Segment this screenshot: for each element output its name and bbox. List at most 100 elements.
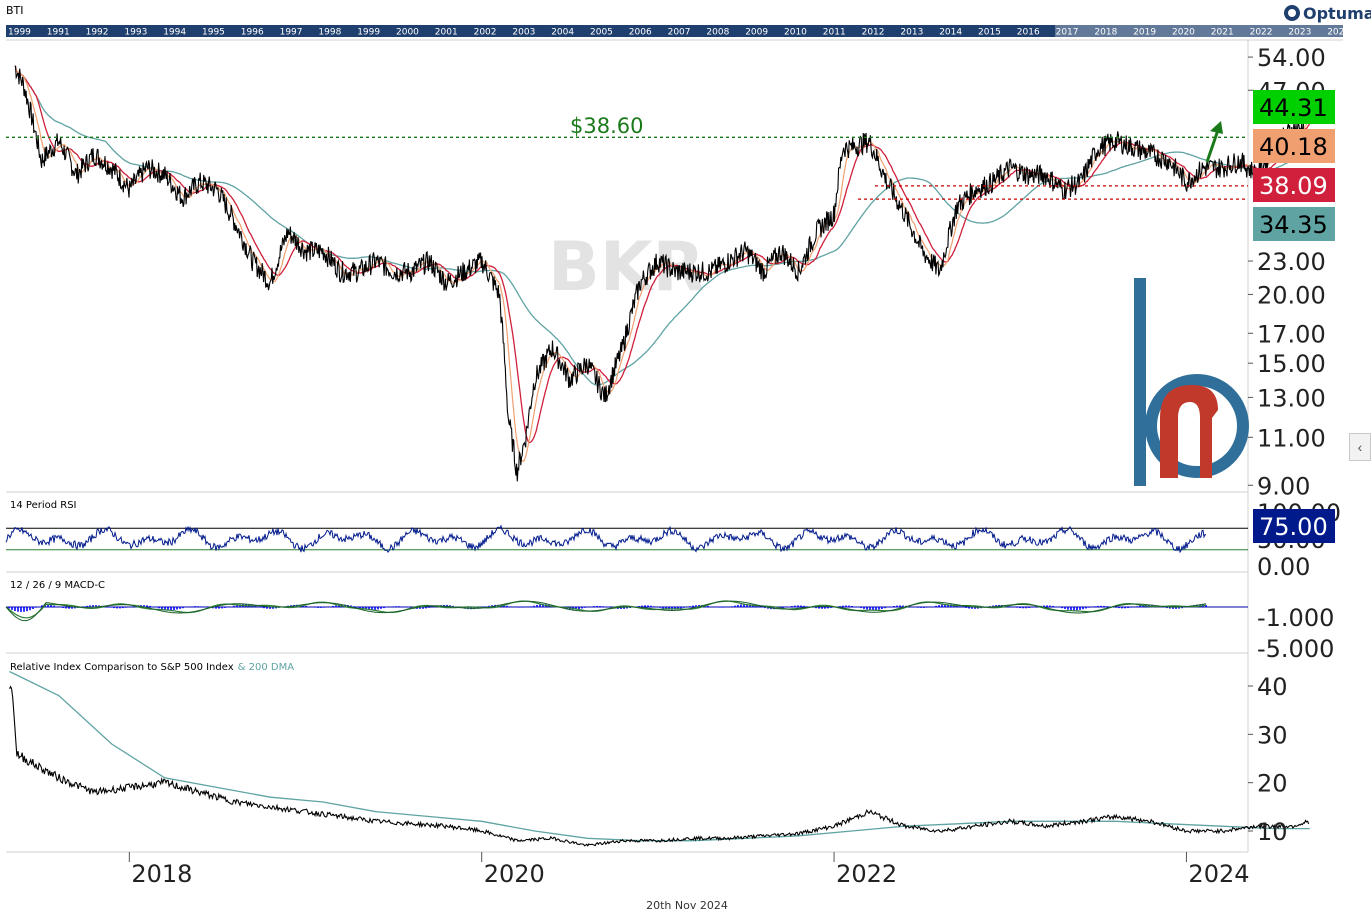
price-value-box (1253, 129, 1335, 163)
price-value-box (1253, 207, 1335, 241)
macd-y-axis: -1.000 -5.000 (1257, 604, 1334, 663)
timeline-year-label: 2012 (862, 28, 885, 38)
timeline-year-label: 2021 (1211, 28, 1234, 38)
macd-title: 12 / 26 / 9 MACD-C (10, 580, 105, 591)
footer-date: 20th Nov 2024 (646, 899, 728, 912)
timeline-year-label: 2020 (1172, 28, 1195, 38)
price-value-box (1253, 168, 1335, 202)
timeline-year-label: 1993 (124, 28, 147, 38)
timeline-year-label: 2001 (435, 28, 458, 38)
timeline-window[interactable] (1055, 25, 1343, 37)
price-y-tick-label: 11.00 (1257, 424, 1326, 452)
price-y-tick-label: 54.00 (1257, 44, 1326, 72)
rsi-y-tick-label: 0.00 (1257, 553, 1310, 581)
timeline-year-label: 1998 (318, 28, 341, 38)
optuma-logo: Optuma (1284, 4, 1371, 23)
timeline-year-label: 2010 (784, 28, 807, 38)
relative-y-axis: 40 30 20 10 (1248, 673, 1288, 846)
x-tick-label: 2022 (836, 860, 897, 888)
side-panel-toggle[interactable]: ‹ (1349, 433, 1371, 461)
timeline-year-label: 2009 (745, 28, 768, 38)
rsi-value-label: 75.00 (1259, 513, 1328, 541)
timeline-year-label: 2005 (590, 28, 613, 38)
macd-y-tick-label: -5.000 (1257, 635, 1334, 663)
timeline-year-label: 2004 (551, 28, 574, 38)
timeline-year-label: 2000 (396, 28, 419, 38)
price-y-tick-label: 15.00 (1257, 350, 1326, 378)
relative-dma-line (9, 670, 1310, 842)
price-value-label: 40.18 (1259, 133, 1328, 161)
relative-y-tick-label: 30 (1257, 721, 1288, 749)
x-axis: 2018 2020 2022 2024 (128, 852, 1250, 888)
timeline-year-label: 2002 (474, 28, 497, 38)
x-tick-label: 2024 (1188, 860, 1249, 888)
timeline-year-label: 2018 (1094, 28, 1117, 38)
resistance-label: $38.60 (570, 114, 643, 138)
timeline-labels: 1999 1991 1992 1993 1994 1995 1996 1997 1998 1999… (8, 28, 1350, 38)
price-value-labels: 44.31 40.18 38.09 34.35 (1253, 90, 1335, 241)
price-value-label: 34.35 (1259, 211, 1328, 239)
rsi-panel (5, 524, 1248, 554)
timeline-year-label: 2015 (978, 28, 1001, 38)
timeline-year-label: 1995 (202, 28, 225, 38)
timeline-year-label: 1992 (86, 28, 109, 38)
relative-y-tick-label: 20 (1257, 770, 1288, 798)
timeline-year-label: 2007 (668, 28, 691, 38)
timeline-year-label: 2019 (1133, 28, 1156, 38)
price-panel (6, 65, 1310, 482)
timeline-year-label: 1996 (241, 28, 264, 38)
price-value-label: 38.09 (1259, 172, 1328, 200)
price-y-tick-label: 9.00 (1257, 472, 1310, 500)
price-value-label: 44.31 (1259, 94, 1328, 122)
x-tick-label: 2018 (131, 860, 192, 888)
trend-arrow-shaft (1205, 129, 1220, 163)
timeline-year-label: 2022 (1250, 28, 1273, 38)
ma-mid-line (14, 65, 1310, 444)
price-line (14, 65, 1310, 482)
relative-y-tick-label: 10 (1257, 818, 1288, 846)
macd-y-tick-label: -1.000 (1257, 604, 1334, 632)
timeline-year-label: 1999 (357, 28, 380, 38)
ma-slow-line (14, 65, 1310, 386)
relative-title-dma: & 200 DMA (238, 662, 295, 673)
bk-logo (1134, 278, 1249, 486)
timeline-year-label: 2014 (939, 28, 962, 38)
price-y-tick-label: 23.00 (1257, 248, 1326, 276)
macd-line (5, 600, 1207, 622)
timeline-year-label: 1997 (280, 28, 303, 38)
timeline-year-label: 1999 (8, 28, 31, 38)
x-tick-label: 2020 (484, 860, 545, 888)
relative-title: Relative Index Comparison to S&P 500 Ind… (10, 662, 294, 673)
timeline-year-label: 2024 (1327, 28, 1350, 38)
timeline-year-label: 2023 (1288, 28, 1311, 38)
timeline-year-label: 2011 (823, 28, 846, 38)
rsi-line (5, 524, 1207, 554)
timeline-year-label: 2003 (512, 28, 535, 38)
ma-fast-line (14, 65, 1310, 463)
rsi-title: 14 Period RSI (10, 500, 77, 511)
timeline-year-label: 2013 (900, 28, 923, 38)
macd-panel (5, 600, 1248, 622)
price-y-tick-label: 20.00 (1257, 281, 1326, 309)
price-y-tick-label: 13.00 (1257, 384, 1326, 412)
timeline-year-label: 2008 (706, 28, 729, 38)
symbol-label: BTI (6, 4, 24, 17)
relative-panel (9, 670, 1310, 847)
timeline-year-label: 2017 (1056, 28, 1079, 38)
timeline-year-label: 2016 (1017, 28, 1040, 38)
trend-arrow-head (1210, 121, 1223, 134)
panel-frames (6, 39, 1343, 853)
relative-title-main: Relative Index Comparison to S&P 500 Ind… (10, 662, 234, 673)
price-value-box (1253, 90, 1335, 124)
rsi-value-box (1253, 509, 1335, 543)
timeline-band[interactable] (6, 25, 1343, 37)
timeline-year-label: 1994 (163, 28, 186, 38)
price-y-tick-label: 17.00 (1257, 320, 1326, 348)
brand-label: Optuma (1303, 4, 1371, 23)
timeline-year-label: 1991 (47, 28, 70, 38)
timeline-year-label: 2006 (629, 28, 652, 38)
relative-y-tick-label: 40 (1257, 673, 1288, 701)
relative-line (9, 685, 1310, 847)
